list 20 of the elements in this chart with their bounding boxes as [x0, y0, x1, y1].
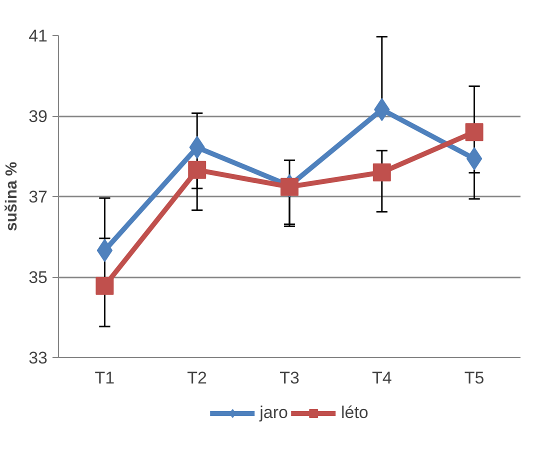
point [280, 178, 298, 196]
y-tick-label: 37 [28, 188, 48, 206]
y-tick-label: 39 [28, 107, 48, 126]
point [188, 160, 206, 179]
x-tick-label: T1 [94, 368, 115, 388]
x-tick-label: T4 [372, 368, 392, 388]
x-tick-label: T5 [464, 368, 484, 388]
y-tick-label: 35 [28, 268, 48, 287]
point [465, 123, 484, 142]
legend-label: jaro [260, 402, 288, 422]
y-tick-label: 33 [28, 348, 48, 368]
point [466, 147, 482, 170]
x-tick-label: T3 [280, 368, 300, 388]
point [96, 238, 113, 262]
x-tick-label: T2 [187, 368, 208, 388]
point [96, 276, 114, 295]
legend-label: léto [340, 402, 368, 422]
y-tick-label: 41 [28, 26, 48, 46]
point [372, 163, 391, 182]
y-axis-title: sušina % [4, 162, 21, 232]
